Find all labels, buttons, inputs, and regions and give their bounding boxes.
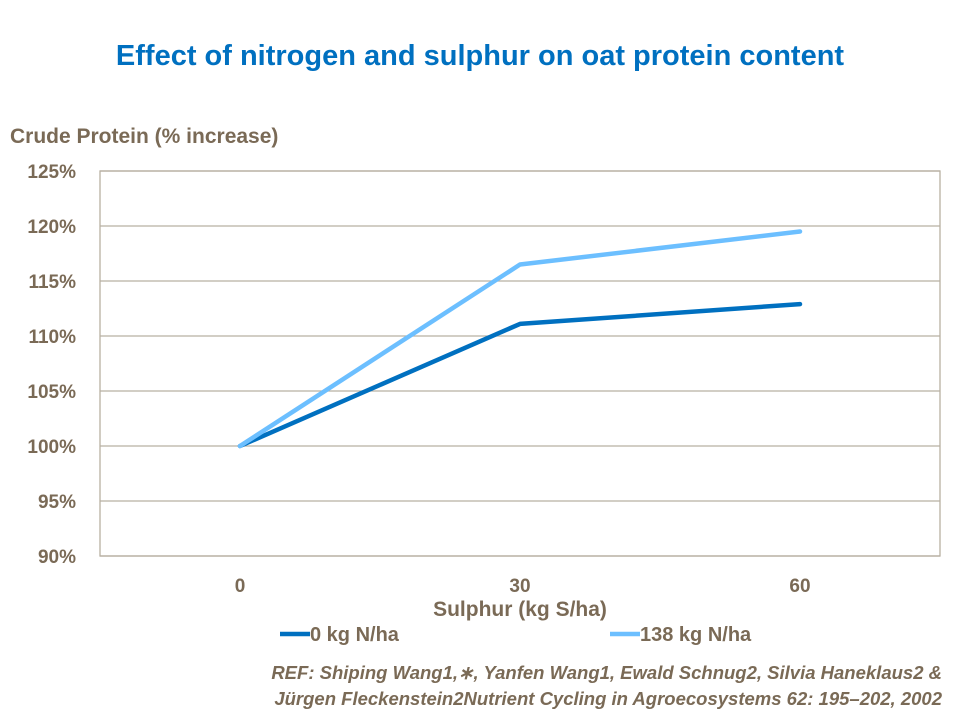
y-tick-label: 115% [28,272,76,293]
y-tick-label: 105% [27,382,76,403]
y-tick-label: 90% [38,547,76,568]
y-tick-label: 95% [38,492,76,513]
x-axis-label: Sulphur (kg S/ha) [433,598,607,621]
x-tick-label: 60 [789,576,810,597]
y-tick-label: 125% [27,162,76,183]
reference-line-2: Jürgen Fleckenstein2Nutrient Cycling in … [274,688,942,709]
x-tick-label: 0 [235,576,246,597]
series-line-0 [237,301,803,449]
chart-title: Effect of nitrogen and sulphur on oat pr… [115,40,845,72]
series-line-1 [237,229,803,449]
reference-line-1: REF: Shiping Wang1,∗, Yanfen Wang1, Ewal… [271,662,942,683]
x-tick-label: 30 [509,576,530,597]
y-axis-label: Crude Protein (% increase) [10,125,279,148]
legend-label: 0 kg N/ha [310,624,400,646]
legend-label: 138 kg N/ha [640,624,752,646]
y-tick-label: 110% [28,327,76,348]
plot-border [99,170,941,557]
y-tick-label: 100% [27,437,76,458]
reference: REF: Shiping Wang1,∗, Yanfen Wang1, Ewal… [2,660,942,712]
y-tick-label: 120% [27,217,76,238]
